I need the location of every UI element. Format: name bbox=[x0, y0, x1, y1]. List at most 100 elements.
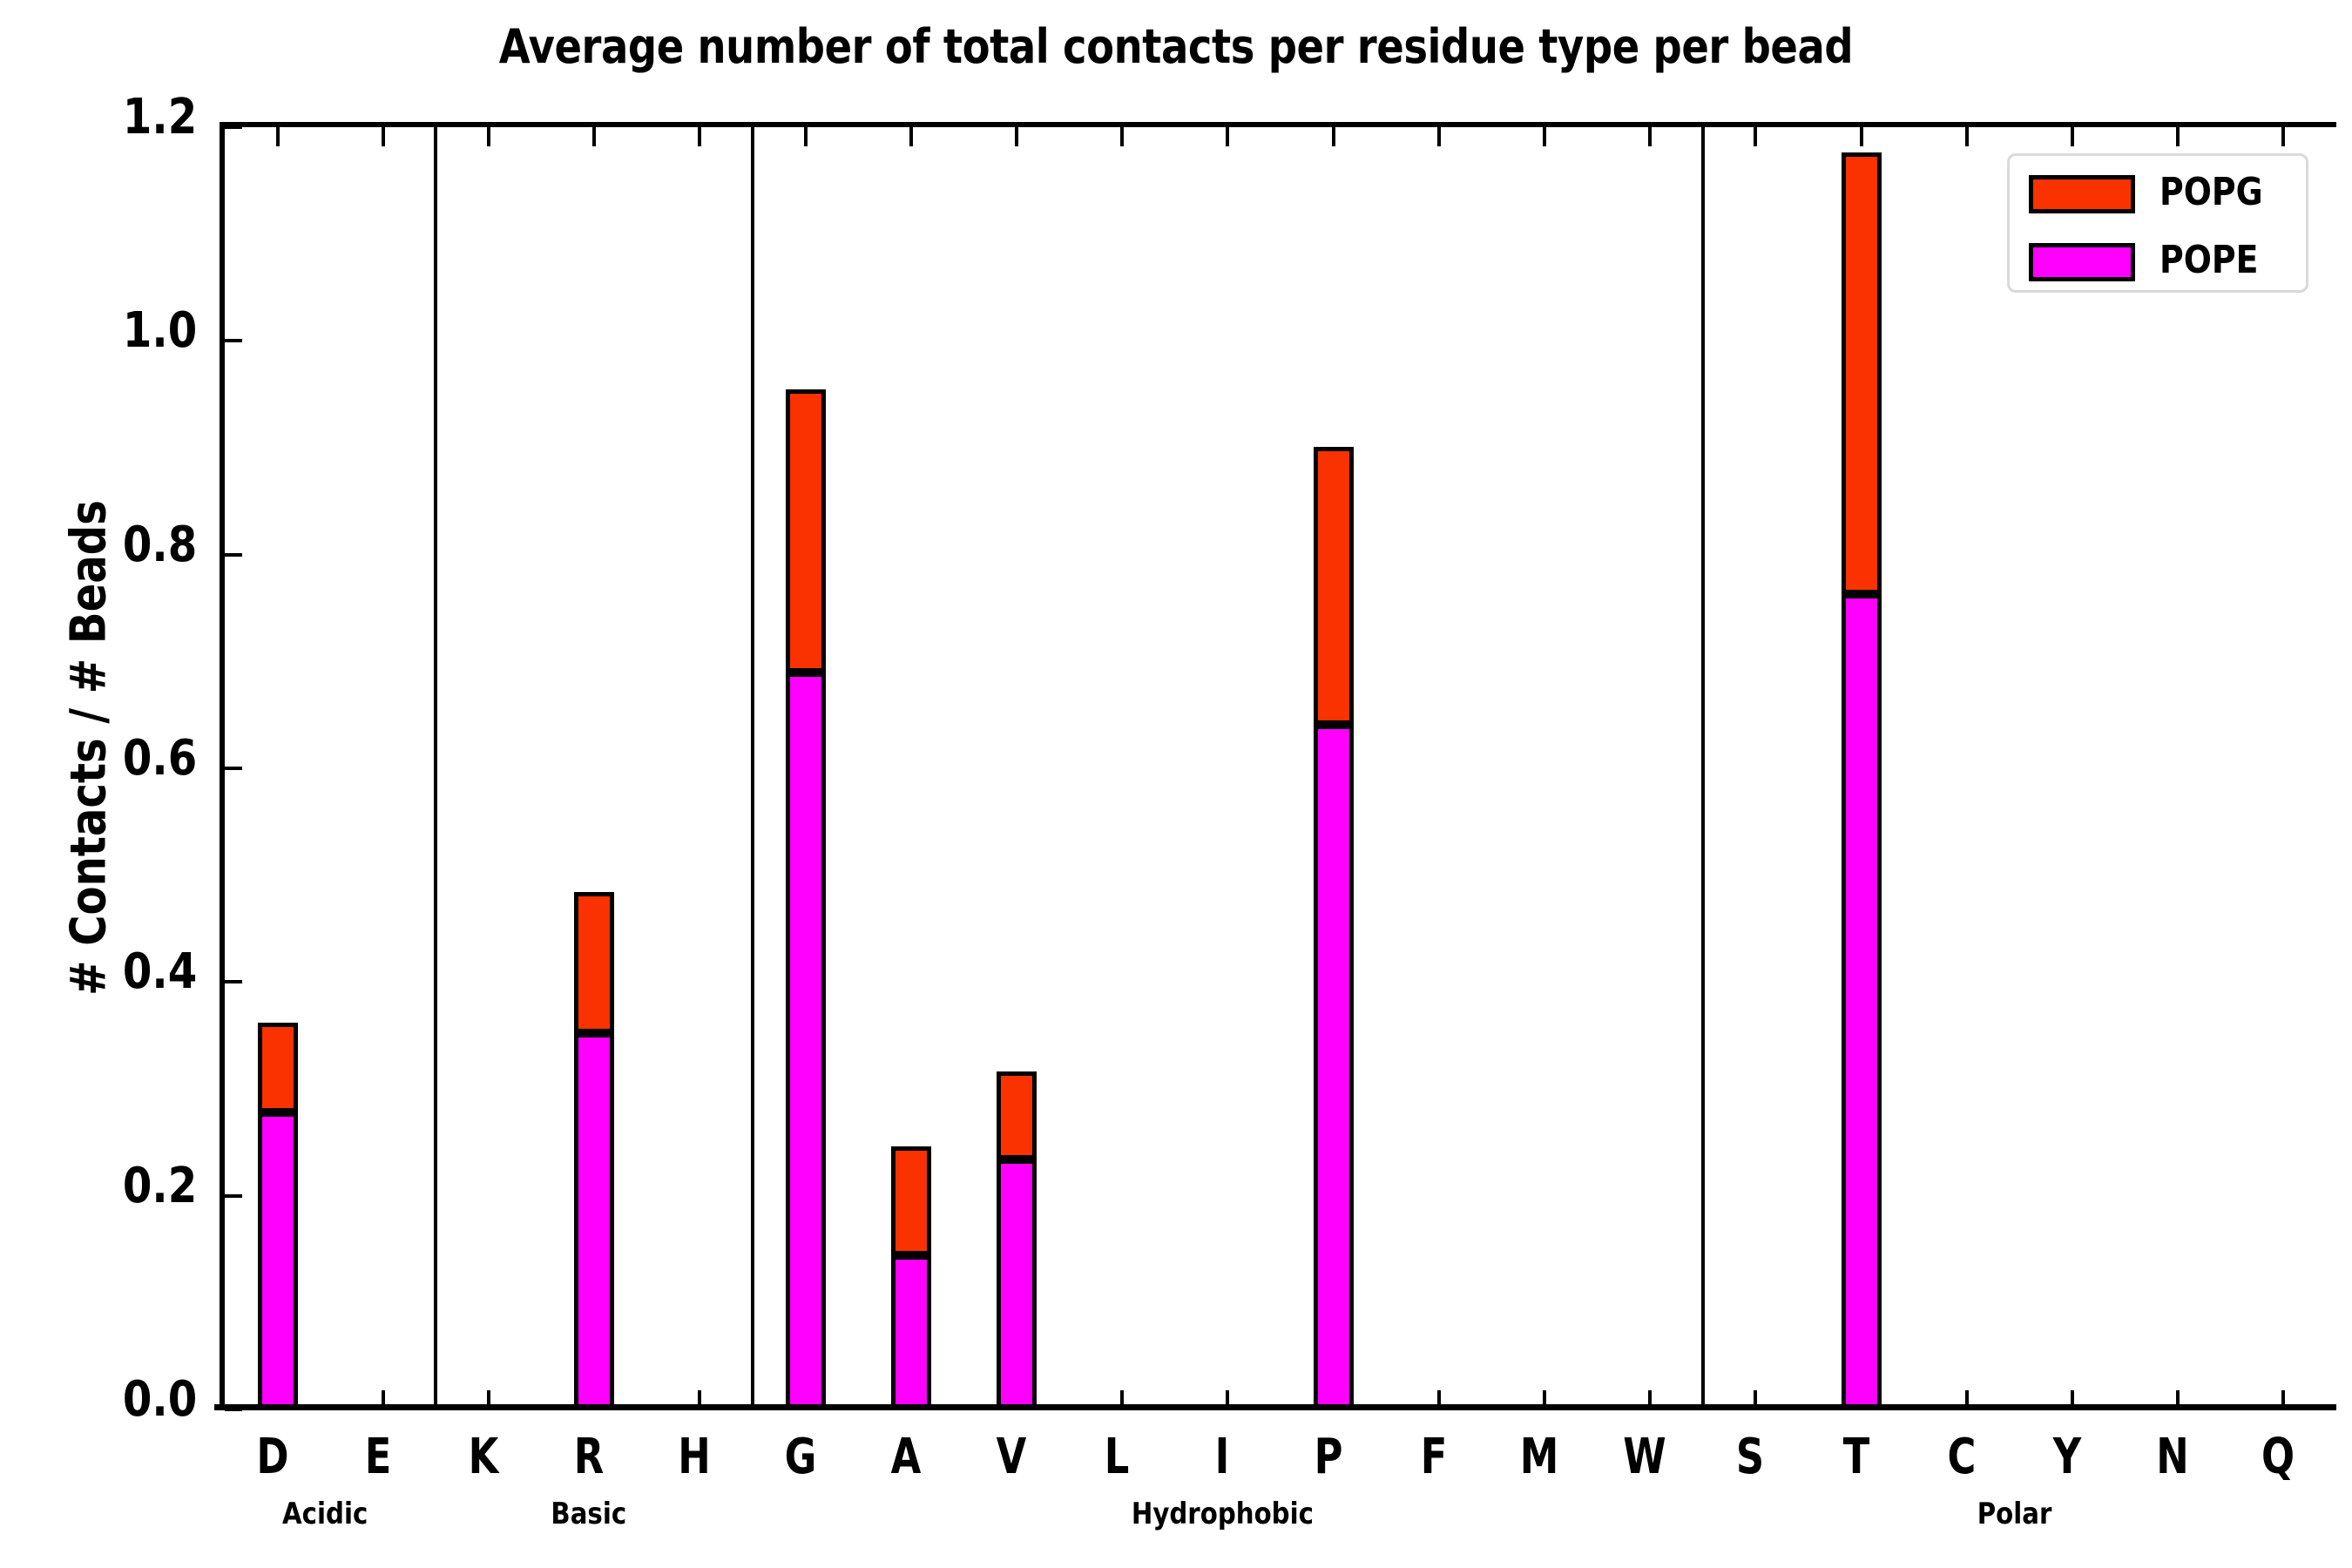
y-tick-label: 1.0 bbox=[122, 302, 197, 360]
x-tick-mark-top bbox=[275, 127, 280, 146]
legend-item-pope[interactable]: POPE bbox=[2010, 233, 2306, 282]
x-category-label-L: L bbox=[1104, 1429, 1130, 1485]
x-category-label-D: D bbox=[255, 1429, 289, 1485]
x-category-label-E: E bbox=[364, 1429, 392, 1485]
y-tick-mark bbox=[225, 339, 242, 343]
x-category-label-Q: Q bbox=[2261, 1429, 2295, 1485]
x-tick-mark bbox=[1226, 1390, 1230, 1409]
legend-item-popg[interactable]: POPG bbox=[2010, 165, 2306, 214]
x-tick-mark-top bbox=[381, 127, 385, 146]
chart-title: Average number of total contacts per res… bbox=[498, 19, 1854, 74]
chart-legend[interactable]: POPG POPE bbox=[2007, 153, 2308, 293]
bar-segment-pope-G[interactable] bbox=[785, 672, 826, 1409]
x-tick-mark bbox=[1964, 1390, 1969, 1409]
x-category-label-W: W bbox=[1623, 1429, 1666, 1485]
bar-segment-popg-V[interactable] bbox=[996, 1071, 1037, 1159]
x-tick-mark bbox=[487, 1390, 490, 1409]
x-category-label-M: M bbox=[1519, 1429, 1559, 1485]
y-tick-label: 1.2 bbox=[122, 89, 197, 145]
x-tick-mark-top bbox=[1964, 127, 1969, 146]
x-tick-mark-top bbox=[1859, 127, 1863, 146]
x-tick-mark bbox=[381, 1390, 385, 1409]
x-tick-mark-top bbox=[1754, 127, 1758, 146]
x-axis-line bbox=[214, 1404, 2336, 1410]
legend-label-popg: POPG bbox=[2159, 170, 2263, 214]
group-separator-line bbox=[751, 127, 754, 1409]
x-tick-mark bbox=[1120, 1390, 1125, 1409]
bar-segment-pope-A[interactable] bbox=[890, 1255, 931, 1409]
x-category-label-V: V bbox=[996, 1429, 1027, 1485]
x-tick-mark-top bbox=[1543, 127, 1546, 146]
x-tick-mark-top bbox=[1226, 127, 1230, 146]
x-tick-mark bbox=[1436, 1390, 1441, 1409]
bar-P[interactable] bbox=[1313, 127, 1354, 1409]
x-category-label-P: P bbox=[1314, 1429, 1343, 1485]
x-group-label-basic: Basic bbox=[551, 1497, 627, 1531]
bar-segment-pope-R[interactable] bbox=[574, 1033, 615, 1409]
bar-T[interactable] bbox=[1841, 127, 1882, 1409]
bar-segment-popg-R[interactable] bbox=[574, 892, 615, 1034]
y-tick-mark bbox=[225, 125, 242, 129]
group-separator-line bbox=[1700, 127, 1705, 1409]
x-tick-mark-top bbox=[1436, 127, 1441, 146]
x-category-label-N: N bbox=[2156, 1429, 2189, 1485]
x-tick-mark-top bbox=[803, 127, 808, 146]
x-tick-mark bbox=[2071, 1390, 2074, 1409]
x-tick-mark bbox=[1543, 1390, 1546, 1409]
x-tick-mark-top bbox=[592, 127, 597, 146]
x-group-label-hydrophobic: Hydrophobic bbox=[1131, 1497, 1314, 1531]
y-tick-mark bbox=[225, 1193, 242, 1198]
x-tick-mark-top bbox=[1120, 127, 1125, 146]
bar-G[interactable] bbox=[785, 127, 826, 1409]
x-category-label-G: G bbox=[784, 1429, 816, 1485]
bar-segment-popg-T[interactable] bbox=[1841, 152, 1882, 595]
bar-segment-pope-T[interactable] bbox=[1841, 594, 1882, 1409]
y-tick-label: 0.8 bbox=[122, 516, 197, 573]
x-group-label-acidic: Acidic bbox=[282, 1497, 368, 1531]
bar-A[interactable] bbox=[890, 127, 931, 1409]
bar-R[interactable] bbox=[574, 127, 615, 1409]
x-category-label-H: H bbox=[678, 1429, 712, 1485]
x-tick-mark-top bbox=[2281, 127, 2286, 146]
bar-V[interactable] bbox=[996, 127, 1037, 1409]
x-tick-mark bbox=[1754, 1390, 1758, 1409]
x-category-label-C: C bbox=[1947, 1429, 1977, 1485]
y-tick-label: 0.2 bbox=[122, 1157, 197, 1214]
y-tick-label: 0.4 bbox=[122, 943, 197, 1001]
bar-segment-popg-G[interactable] bbox=[785, 389, 826, 672]
bar-segment-pope-D[interactable] bbox=[257, 1112, 298, 1409]
x-tick-mark-top bbox=[2176, 127, 2180, 146]
x-category-label-R: R bbox=[573, 1429, 605, 1485]
bar-segment-pope-P[interactable] bbox=[1313, 724, 1354, 1409]
x-tick-mark bbox=[698, 1390, 702, 1409]
bar-segment-popg-P[interactable] bbox=[1313, 446, 1354, 725]
x-category-label-A: A bbox=[890, 1429, 922, 1485]
y-axis-label: # Contacts / # Beads bbox=[60, 500, 118, 996]
legend-swatch-popg bbox=[2029, 175, 2135, 213]
bar-segment-pope-V[interactable] bbox=[996, 1159, 1037, 1409]
x-tick-mark-top bbox=[1015, 127, 1018, 146]
y-tick-mark bbox=[225, 552, 242, 557]
x-category-label-T: T bbox=[1842, 1429, 1869, 1485]
x-tick-mark-top bbox=[698, 127, 702, 146]
legend-swatch-pope bbox=[2029, 243, 2135, 281]
y-tick-label: 0.0 bbox=[122, 1371, 197, 1428]
x-tick-mark-top bbox=[909, 127, 913, 146]
x-category-label-Y: Y bbox=[2052, 1429, 2082, 1485]
x-tick-mark bbox=[2281, 1390, 2286, 1409]
y-tick-mark bbox=[225, 980, 242, 984]
x-category-label-S: S bbox=[1736, 1429, 1765, 1485]
x-tick-mark-top bbox=[487, 127, 490, 146]
x-tick-mark bbox=[2176, 1390, 2180, 1409]
bar-D[interactable] bbox=[257, 127, 298, 1409]
legend-label-pope: POPE bbox=[2159, 238, 2259, 282]
bar-segment-popg-D[interactable] bbox=[257, 1022, 298, 1112]
bar-segment-popg-A[interactable] bbox=[890, 1146, 931, 1256]
x-category-label-F: F bbox=[1420, 1429, 1448, 1485]
x-tick-mark bbox=[1648, 1390, 1652, 1409]
x-tick-mark-top bbox=[2071, 127, 2074, 146]
x-tick-mark-top bbox=[1648, 127, 1652, 146]
x-category-label-I: I bbox=[1215, 1429, 1230, 1485]
x-tick-mark-top bbox=[1331, 127, 1335, 146]
